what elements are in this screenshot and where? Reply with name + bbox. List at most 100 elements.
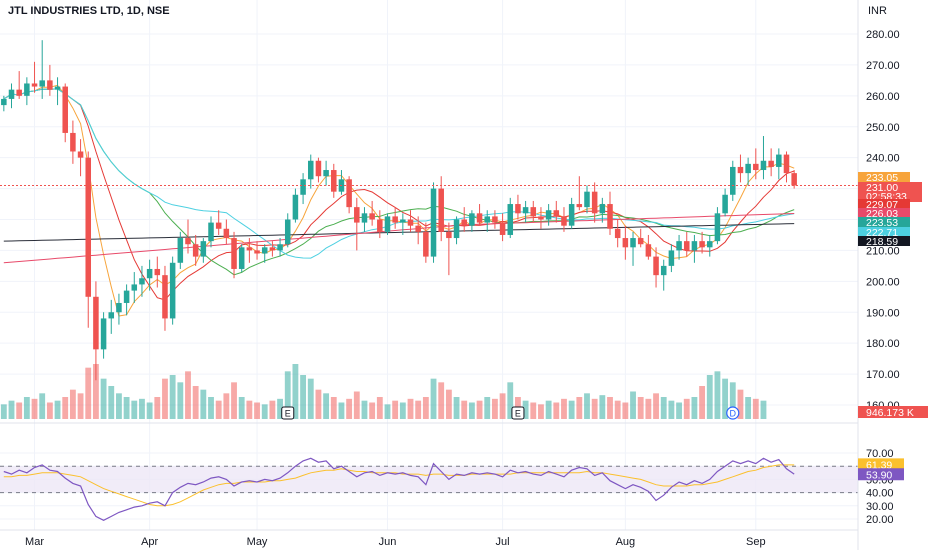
candle-body[interactable] — [85, 157, 92, 297]
candle-body[interactable] — [238, 247, 245, 269]
candle-body[interactable] — [377, 219, 383, 232]
candle-body[interactable] — [545, 210, 552, 220]
earnings-marker[interactable] — [511, 406, 525, 420]
candle-body[interactable] — [476, 213, 483, 223]
candle-body[interactable] — [215, 222, 222, 229]
candle-body[interactable] — [392, 216, 398, 223]
candle-body[interactable] — [16, 89, 22, 96]
candle-body[interactable] — [584, 191, 590, 208]
candle-body[interactable] — [553, 210, 560, 217]
candle-body[interactable] — [77, 151, 84, 158]
candle-body[interactable] — [108, 312, 115, 319]
candle-body[interactable] — [484, 216, 491, 223]
candle-body[interactable] — [346, 179, 352, 208]
candle-body[interactable] — [737, 166, 744, 174]
candle-body[interactable] — [691, 241, 698, 251]
candle-body[interactable] — [200, 241, 207, 257]
candle-body[interactable] — [70, 132, 76, 152]
dividend-marker[interactable] — [726, 406, 740, 420]
candle-body[interactable] — [123, 290, 130, 303]
candle-body[interactable] — [768, 160, 774, 167]
candle-body[interactable] — [530, 207, 537, 217]
candle-body[interactable] — [361, 213, 368, 223]
candle-body[interactable] — [1, 98, 7, 106]
candle-body[interactable] — [162, 275, 168, 319]
currency-label[interactable]: INR — [868, 5, 887, 17]
candle-body[interactable] — [31, 83, 38, 87]
candle-body[interactable] — [231, 238, 237, 269]
candle-body[interactable] — [284, 219, 291, 245]
candle-body[interactable] — [630, 238, 636, 248]
candle-body[interactable] — [722, 194, 728, 214]
candle-body[interactable] — [499, 222, 506, 235]
candle-body[interactable] — [760, 160, 767, 171]
candle-body[interactable] — [430, 188, 437, 257]
candle-body[interactable] — [24, 83, 30, 96]
candle-body[interactable] — [354, 207, 360, 223]
candle-body[interactable] — [307, 160, 314, 180]
candle-body[interactable] — [47, 80, 53, 90]
candlestick-series[interactable] — [1, 40, 797, 381]
candle-body[interactable] — [683, 241, 690, 251]
candle-body[interactable] — [706, 241, 713, 248]
candle-body[interactable] — [400, 219, 406, 223]
candle-body[interactable] — [407, 219, 414, 226]
candle-body[interactable] — [415, 225, 421, 232]
candle-body[interactable] — [622, 238, 629, 248]
candle-body[interactable] — [699, 241, 705, 248]
candle-body[interactable] — [576, 204, 583, 208]
candle-body[interactable] — [446, 231, 452, 239]
candle-body[interactable] — [653, 256, 659, 276]
candle-body[interactable] — [100, 318, 107, 350]
candle-body[interactable] — [614, 228, 621, 239]
candle-body[interactable] — [192, 244, 199, 257]
candle-body[interactable] — [323, 170, 329, 177]
candle-body[interactable] — [753, 163, 759, 171]
candle-body[interactable] — [515, 204, 521, 214]
candle-body[interactable] — [438, 188, 444, 232]
candle-body[interactable] — [384, 216, 391, 232]
candle-body[interactable] — [453, 219, 460, 239]
candle-body[interactable] — [269, 247, 276, 251]
candle-body[interactable] — [507, 204, 514, 235]
candle-body[interactable] — [146, 268, 153, 279]
candle-body[interactable] — [714, 213, 721, 242]
candle-body[interactable] — [177, 238, 184, 263]
candle-body[interactable] — [315, 160, 322, 177]
candle-body[interactable] — [246, 247, 253, 251]
candle-body[interactable] — [492, 216, 498, 223]
candle-body[interactable] — [791, 173, 797, 186]
candle-body[interactable] — [93, 296, 99, 350]
time-axis[interactable]: Mar Apr May Jun Jul Aug Sep — [25, 536, 766, 548]
candle-body[interactable] — [745, 163, 751, 174]
candle-body[interactable] — [254, 250, 260, 254]
candle-body[interactable] — [139, 278, 145, 285]
candle-body[interactable] — [599, 204, 606, 214]
candle-body[interactable] — [469, 213, 475, 226]
candle-body[interactable] — [645, 244, 652, 257]
candle-body[interactable] — [62, 86, 68, 133]
candle-body[interactable] — [277, 244, 283, 251]
candle-body[interactable] — [369, 213, 375, 220]
candle-body[interactable] — [607, 204, 613, 229]
candle-body[interactable] — [591, 191, 598, 214]
candle-body[interactable] — [461, 219, 467, 226]
candle-body[interactable] — [660, 265, 667, 276]
earnings-marker[interactable] — [281, 406, 295, 420]
candle-body[interactable] — [292, 194, 299, 220]
candle-body[interactable] — [423, 231, 429, 257]
candle-body[interactable] — [568, 204, 575, 226]
candle-body[interactable] — [730, 166, 736, 195]
candle-body[interactable] — [116, 302, 122, 313]
candle-body[interactable] — [538, 216, 544, 220]
candle-body[interactable] — [783, 154, 790, 174]
candle-body[interactable] — [131, 284, 138, 291]
candle-body[interactable] — [154, 268, 161, 276]
candle-body[interactable] — [261, 247, 268, 254]
candle-body[interactable] — [331, 170, 337, 192]
candle-body[interactable] — [169, 262, 176, 319]
candle-body[interactable] — [185, 238, 191, 245]
candle-body[interactable] — [208, 222, 214, 242]
